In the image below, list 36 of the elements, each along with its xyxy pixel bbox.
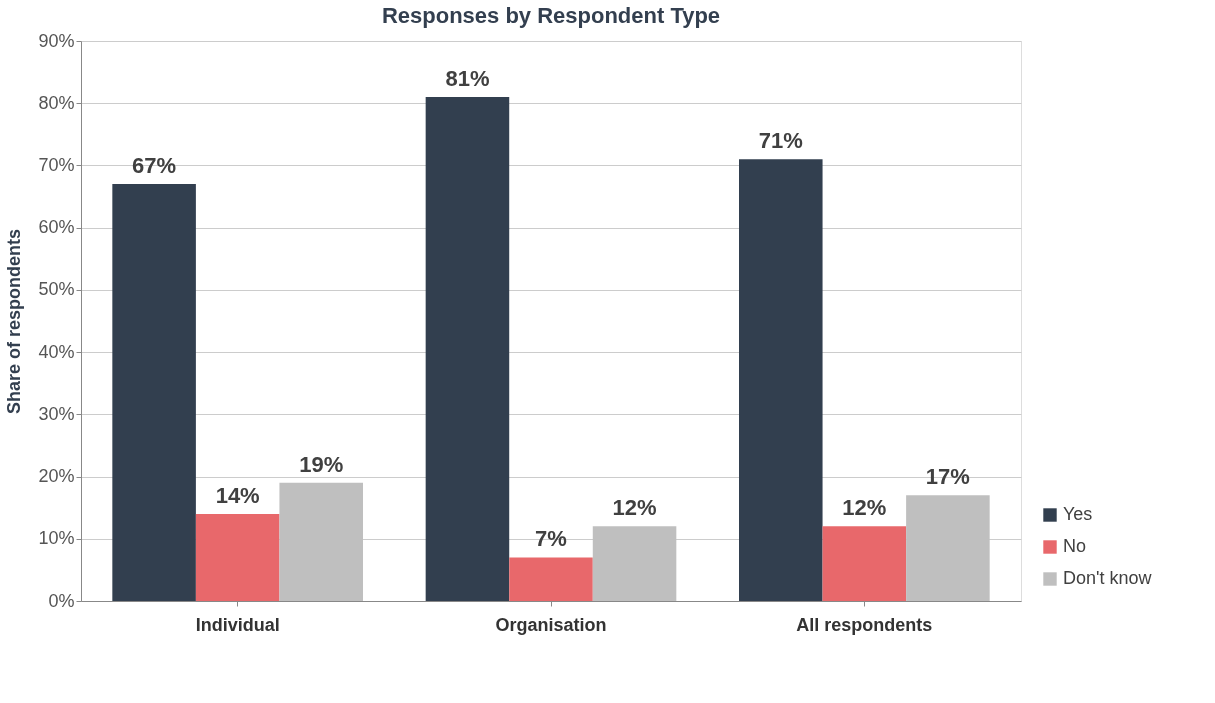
y-tick-label: 60% — [38, 217, 75, 238]
x-tick-label: Organisation — [495, 614, 607, 635]
bar — [509, 557, 593, 601]
y-tick-label: 20% — [38, 466, 75, 487]
data-label: 7% — [535, 526, 567, 552]
chart-title: Responses by Respondent Type — [381, 3, 721, 28]
x-tick-label: All respondents — [796, 614, 933, 635]
data-label: 67% — [132, 153, 177, 179]
y-tick-label: 50% — [38, 279, 75, 300]
bar — [592, 526, 677, 601]
data-label: 14% — [215, 482, 260, 508]
data-label: 12% — [842, 495, 887, 521]
data-label: 71% — [758, 128, 803, 154]
y-tick-label: 0% — [48, 590, 75, 611]
data-label: 12% — [612, 495, 657, 521]
y-tick-label: 80% — [38, 92, 75, 113]
bar — [195, 513, 280, 601]
bar — [906, 495, 990, 601]
bar — [739, 159, 823, 601]
bar — [425, 97, 510, 601]
y-tick-label: 40% — [38, 341, 75, 362]
y-axis-title: Share of respondents — [4, 228, 25, 415]
bar — [112, 184, 196, 601]
data-label: 19% — [299, 451, 344, 477]
y-tick-label: 70% — [38, 154, 75, 175]
legend-label: Don't know — [1063, 568, 1153, 588]
y-tick-label: 90% — [38, 30, 75, 51]
data-label: 81% — [445, 66, 490, 91]
data-label: 17% — [925, 464, 970, 490]
y-tick-label: 30% — [38, 403, 75, 424]
legend-label: No — [1063, 536, 1087, 556]
x-tick-label: Individual — [195, 614, 280, 635]
bar — [822, 526, 907, 601]
bar — [279, 482, 363, 601]
y-tick-label: 10% — [38, 528, 75, 549]
legend-label: Yes — [1063, 504, 1093, 524]
